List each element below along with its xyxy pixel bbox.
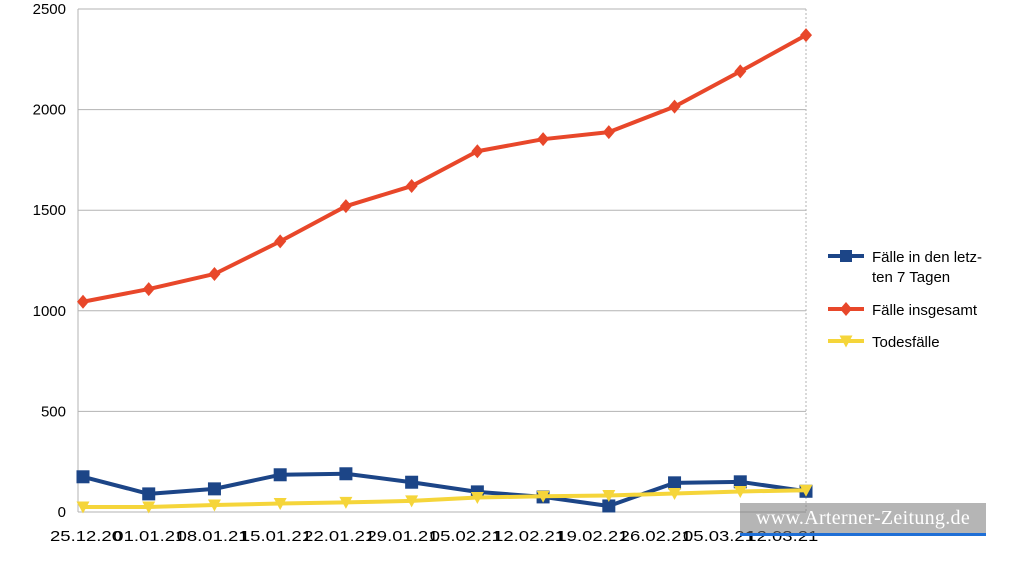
legend: Fälle in den letz-ten 7 Tagen Fälle insge… [828,249,982,351]
data-point-marker [77,294,89,309]
series-line [82,471,807,508]
data-point-marker [76,501,90,514]
data-point-marker [405,475,419,489]
y-tick-label: 2000 [33,102,66,119]
y-tick-label: 1000 [33,303,66,320]
y-axis-ticks: 0 500 1000 1500 2000 2500 [33,1,66,521]
data-point-marker [339,467,353,481]
y-tick-label: 2500 [33,1,66,18]
x-tick-label: 12.02.21 [493,528,565,545]
axes [77,9,807,512]
x-tick-label: 05.02.21 [430,528,502,545]
data-point-marker [799,484,813,497]
x-tick-label: 08.01.21 [177,528,249,545]
data-point-marker [537,132,550,147]
data-point-marker [405,495,419,508]
data-point-marker [405,179,418,194]
x-tick-label: 15.01.21 [240,528,312,545]
series-line [82,33,807,304]
legend-marker [840,250,852,262]
data-point-marker [470,492,484,505]
data-point-marker [76,470,90,484]
y-tick-label: 1500 [33,202,66,219]
data-point-marker [602,490,616,503]
legend-marker [839,335,853,348]
data-point-marker [800,28,812,43]
series-line [83,488,807,509]
data-point-marker [668,99,681,114]
data-point-marker [274,234,287,249]
x-tick-label: 01.01.21 [113,528,185,545]
x-tick-label: 19.02.21 [556,528,628,545]
legend-label: Fälle insgesamt [872,302,978,319]
data-point-marker [734,64,747,79]
data-point-marker [273,498,287,511]
x-tick-label: 29.01.21 [367,528,439,545]
x-tick-label: 22.01.21 [303,528,375,545]
legend-label: Todesfälle [872,334,940,351]
data-point-marker [733,475,747,489]
data-point-marker [471,144,484,159]
data-point-marker [668,487,682,500]
y-tick-label: 0 [58,504,66,521]
legend-label: ten 7 Tagen [872,269,950,286]
x-tick-label: 26.02.21 [620,528,692,545]
data-point-marker [273,468,287,482]
legend-label: Fälle in den letz- [872,249,982,266]
data-point-marker [142,487,156,501]
x-tick-label: 05.03.21 [683,528,755,545]
series-group [76,28,813,514]
y-tick-label: 500 [41,403,66,420]
data-point-marker [207,499,221,512]
data-point-marker [602,499,616,513]
x-tick-label: 25.12.20 [50,528,122,545]
watermark: www.Arterner-Zeitung.de [740,503,986,536]
data-point-marker [339,496,353,509]
data-point-marker [142,282,155,297]
data-point-marker [536,490,550,503]
data-point-marker [142,501,156,514]
legend-marker [840,302,852,316]
data-point-marker [207,482,221,496]
data-point-marker [339,199,352,214]
gridlines [78,8,806,513]
x-axis-ticks: 25.12.2001.01.2108.01.2115.01.2122.01.21… [50,528,818,545]
data-point-marker [733,485,747,498]
data-point-marker [602,125,615,140]
data-point-marker [208,266,221,281]
data-point-marker [668,476,682,490]
